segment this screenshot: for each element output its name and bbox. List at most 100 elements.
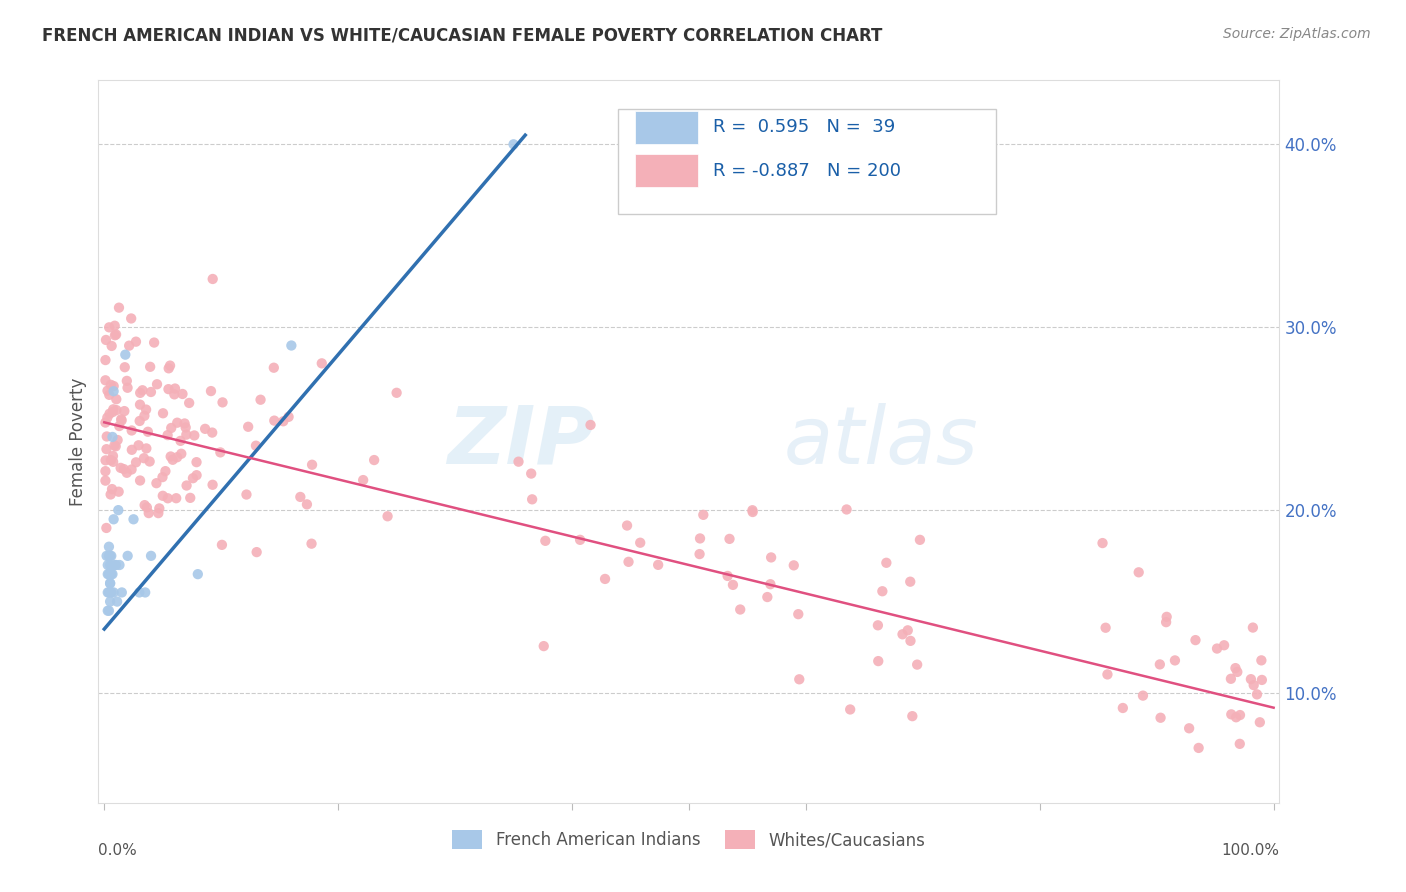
Text: R = -0.887   N = 200: R = -0.887 N = 200: [713, 161, 901, 179]
Point: [1243, 678, 1265, 692]
Point: [160, 421, 183, 435]
Point: [139, 359, 162, 374]
Point: [108, 558, 131, 572]
Point: [108, 419, 131, 434]
Point: [1225, 710, 1247, 724]
Point: [246, 545, 269, 559]
Point: [159, 359, 181, 373]
Point: [97, 558, 120, 572]
Point: [112, 404, 135, 418]
Point: [101, 405, 124, 419]
Point: [868, 654, 890, 668]
Point: [135, 500, 157, 515]
Text: atlas: atlas: [783, 402, 979, 481]
Point: [134, 585, 156, 599]
Point: [1188, 740, 1211, 755]
Point: [120, 311, 142, 326]
Point: [533, 639, 555, 653]
Point: [238, 419, 260, 434]
Point: [211, 538, 233, 552]
Point: [249, 392, 271, 407]
Point: [96, 410, 118, 425]
Point: [1094, 621, 1116, 635]
Point: [211, 395, 233, 409]
Point: [617, 555, 640, 569]
Point: [169, 434, 191, 448]
Point: [290, 490, 312, 504]
Point: [263, 360, 285, 375]
Point: [103, 512, 125, 526]
Point: [125, 334, 148, 349]
Point: [97, 585, 120, 599]
Point: [628, 535, 651, 549]
Point: [97, 567, 120, 582]
Point: [277, 409, 299, 424]
Point: [111, 585, 134, 599]
Point: [616, 518, 638, 533]
Point: [136, 425, 159, 439]
Point: [759, 577, 782, 591]
Point: [235, 487, 257, 501]
Point: [1128, 566, 1150, 580]
Point: [134, 409, 156, 423]
Point: [891, 627, 914, 641]
Point: [181, 471, 204, 485]
Point: [100, 339, 122, 353]
Point: [107, 433, 129, 447]
Point: [1225, 661, 1247, 675]
Point: [157, 361, 180, 376]
Point: [94, 333, 117, 347]
Point: [146, 377, 169, 392]
Point: [900, 633, 922, 648]
Point: [108, 301, 131, 315]
Point: [112, 462, 135, 476]
Point: [111, 413, 134, 427]
Point: [131, 384, 153, 398]
Point: [138, 506, 160, 520]
Point: [263, 414, 285, 428]
Point: [97, 567, 120, 582]
Point: [96, 521, 118, 535]
Point: [162, 452, 184, 467]
Point: [105, 327, 128, 342]
Point: [163, 387, 186, 401]
Point: [98, 558, 121, 572]
Point: [1240, 672, 1263, 686]
Point: [125, 455, 148, 469]
Point: [94, 464, 117, 478]
Point: [98, 549, 121, 563]
Point: [1219, 672, 1241, 686]
Point: [200, 384, 222, 398]
Point: [101, 567, 124, 582]
Point: [179, 491, 201, 505]
Point: [98, 576, 121, 591]
Point: [839, 702, 862, 716]
Point: [100, 487, 122, 501]
Point: [98, 576, 121, 591]
Point: [301, 458, 323, 472]
Point: [104, 439, 127, 453]
Point: [103, 384, 125, 399]
Point: [98, 594, 121, 608]
Point: [201, 425, 224, 440]
Point: [129, 398, 152, 412]
Point: [741, 505, 763, 519]
Point: [280, 338, 302, 352]
Point: [104, 558, 127, 572]
Point: [96, 442, 118, 457]
Point: [97, 549, 120, 563]
Point: [94, 353, 117, 368]
Point: [385, 385, 408, 400]
Point: [172, 387, 194, 401]
Point: [134, 498, 156, 512]
Point: [908, 533, 931, 547]
Point: [569, 533, 592, 547]
Text: ZIP: ZIP: [447, 402, 595, 481]
Point: [139, 549, 162, 563]
Point: [97, 604, 120, 618]
Point: [1229, 737, 1251, 751]
Point: [835, 502, 858, 516]
Point: [107, 484, 129, 499]
Point: [901, 709, 924, 723]
Point: [121, 442, 143, 457]
